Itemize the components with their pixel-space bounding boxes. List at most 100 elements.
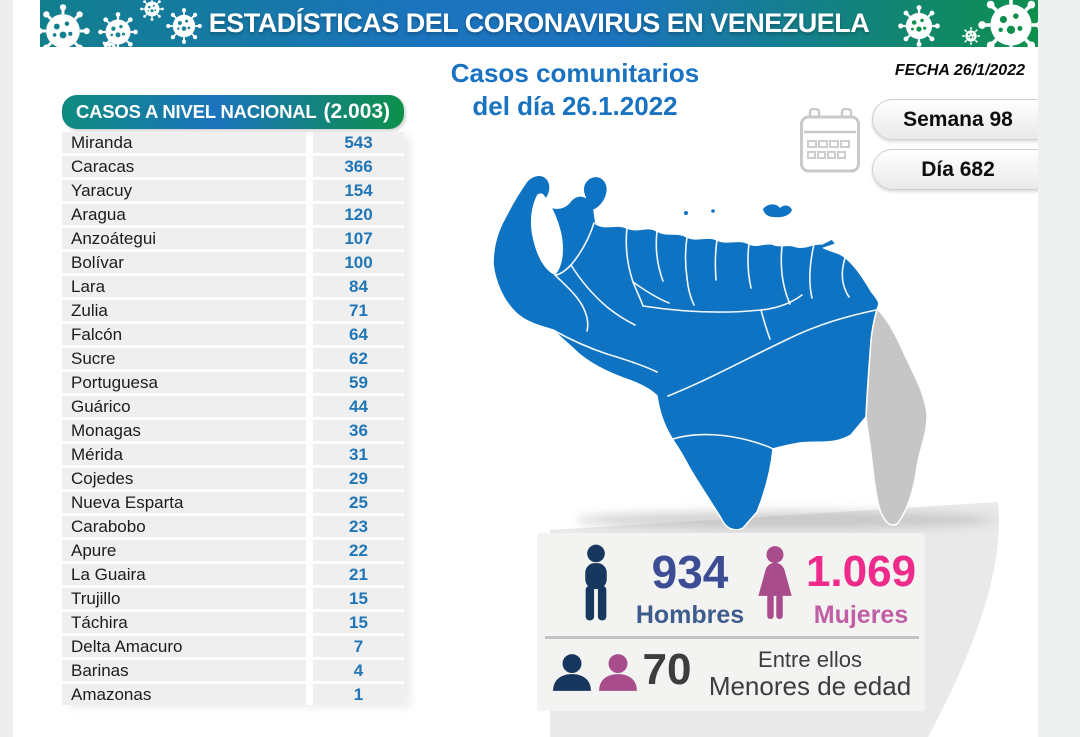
essequibo-region (865, 307, 928, 526)
state-name: Cojedes (62, 468, 306, 489)
row-gap (306, 300, 313, 321)
calendar-icon (800, 108, 860, 173)
state-name: Sucre (62, 348, 306, 369)
table-row: Bolívar 100 (62, 252, 404, 273)
state-value: 84 (313, 276, 404, 297)
header-banner: ESTADÍSTICAS DEL CORONAVIRUS EN VENEZUEL… (40, 0, 1038, 47)
row-gap (306, 228, 313, 249)
men-count: 934 (651, 546, 729, 598)
state-value: 62 (313, 348, 404, 369)
row-gap (306, 132, 313, 153)
table-row: Cojedes 29 (62, 468, 404, 489)
state-value: 36 (313, 420, 404, 441)
state-value: 154 (313, 180, 404, 201)
state-name: Táchira (62, 612, 306, 633)
row-gap (306, 516, 313, 537)
page-edge-left (0, 0, 13, 737)
table-row: Monagas 36 (62, 420, 404, 441)
minors-label: Entre ellos Menores de edad (701, 647, 919, 701)
state-value: 107 (313, 228, 404, 249)
state-name: Bolívar (62, 252, 306, 273)
state-name: Caracas (62, 156, 306, 177)
state-borders (552, 222, 877, 450)
subtitle: Casos comunitarios del día 26.1.2022 (418, 57, 732, 123)
state-name: Zulia (62, 300, 306, 321)
row-gap (306, 204, 313, 225)
person-bust-icon (599, 654, 637, 691)
state-name: Nueva Esparta (62, 492, 306, 513)
row-gap (306, 372, 313, 393)
week-badge: Semana 98 (872, 99, 1044, 140)
state-name: Falcón (62, 324, 306, 345)
table-header: CASOS A NIVEL NACIONAL (2.003) (62, 95, 404, 129)
row-gap (306, 564, 313, 585)
state-value: 4 (313, 660, 404, 681)
state-value: 15 (313, 588, 404, 609)
margarita-island (763, 204, 792, 218)
row-gap (306, 588, 313, 609)
men-label: Hombres (635, 601, 745, 629)
women-label: Mujeres (813, 601, 909, 629)
state-value: 15 (313, 612, 404, 633)
state-value: 23 (313, 516, 404, 537)
state-name: Miranda (62, 132, 306, 153)
row-gap (306, 156, 313, 177)
state-name: Apure (62, 540, 306, 561)
state-value: 22 (313, 540, 404, 561)
state-value: 100 (313, 252, 404, 273)
row-gap (306, 492, 313, 513)
man-icon (585, 544, 607, 621)
state-name: Anzoátegui (62, 228, 306, 249)
state-value: 71 (313, 300, 404, 321)
date-label: FECHA 26/1/2022 (894, 62, 1025, 79)
table-row: Yaracuy 154 (62, 180, 404, 201)
table-row: Portuguesa 59 (62, 372, 404, 393)
table-row: Táchira 15 (62, 612, 404, 633)
row-gap (306, 468, 313, 489)
state-name: Guárico (62, 396, 306, 417)
table-row: Nueva Esparta 25 (62, 492, 404, 513)
state-name: Carabobo (62, 516, 306, 537)
state-value: 1 (313, 684, 404, 705)
row-gap (306, 420, 313, 441)
state-value: 25 (313, 492, 404, 513)
minors-count: 70 (642, 645, 692, 694)
mainland (492, 174, 880, 530)
table-row: Anzoátegui 107 (62, 228, 404, 249)
state-name: Lara (62, 276, 306, 297)
table-row: Sucre 62 (62, 348, 404, 369)
state-value: 44 (313, 396, 404, 417)
day-badge: Día 682 (872, 149, 1044, 190)
state-name: Aragua (62, 204, 306, 225)
state-name: La Guaira (62, 564, 306, 585)
minors-label-line2: Menores de edad (708, 671, 912, 701)
woman-icon (758, 546, 792, 619)
page-title: ESTADÍSTICAS DEL CORONAVIRUS EN VENEZUEL… (208, 8, 870, 38)
person-bust-icon (553, 654, 591, 691)
row-gap (306, 396, 313, 417)
table-row: Carabobo 23 (62, 516, 404, 537)
stats-panel: 934 Hombres 1.069 Mujeres 70 Entre ellos… (537, 533, 925, 711)
state-name: Mérida (62, 444, 306, 465)
row-gap (306, 252, 313, 273)
subtitle-line2: del día 26.1.2022 (472, 91, 678, 122)
table-row: La Guaira 21 (62, 564, 404, 585)
state-value: 21 (313, 564, 404, 585)
row-gap (306, 636, 313, 657)
table-row: Amazonas 1 (62, 684, 404, 705)
table-row: Lara 84 (62, 276, 404, 297)
row-gap (306, 612, 313, 633)
table-row: Barinas 4 (62, 660, 404, 681)
table-row: Trujillo 15 (62, 588, 404, 609)
row-gap (306, 324, 313, 345)
lake-maracaibo (530, 193, 563, 275)
table-title: CASOS A NIVEL NACIONAL (75, 101, 317, 122)
state-table-rows: Miranda 543 Caracas 366 Yaracuy 154 Arag… (62, 132, 404, 705)
table-row: Mérida 31 (62, 444, 404, 465)
table-row: Guárico 44 (62, 396, 404, 417)
table-row: Falcón 64 (62, 324, 404, 345)
state-value: 29 (313, 468, 404, 489)
state-value: 7 (313, 636, 404, 657)
small-island (711, 209, 715, 213)
